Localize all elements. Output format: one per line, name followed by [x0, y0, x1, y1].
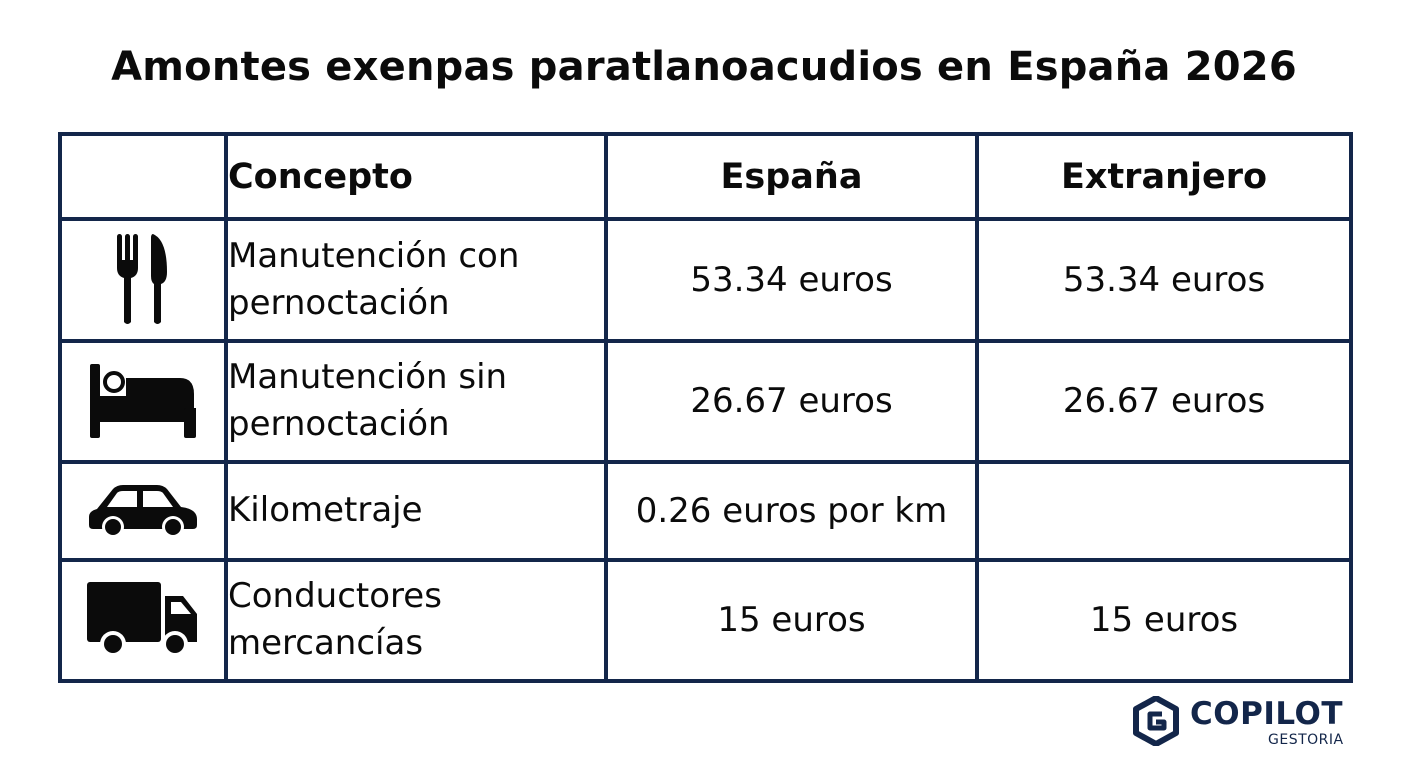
- spain-value: 0.26 euros por km: [604, 460, 979, 562]
- concept-cell: Kilometraje: [224, 460, 608, 562]
- concept-cell: Conductores mercancías: [224, 557, 608, 684]
- abroad-value: [975, 460, 1353, 562]
- spain-value: 15 euros: [604, 557, 979, 684]
- spain-value: 26.67 euros: [604, 338, 979, 465]
- table-row: Manutención sin pernoctación 26.67 euros…: [58, 338, 1353, 465]
- table-row: Conductores mercancías 15 euros 15 euros: [58, 557, 1353, 684]
- header-icon-cell: [58, 131, 228, 222]
- copilot-logo: COPILOT GESTORIA: [1132, 694, 1352, 750]
- allowance-table: Concepto España Extranjero Manutención c…: [58, 131, 1353, 684]
- table-header-row: Concepto España Extranjero: [58, 131, 1353, 222]
- car-icon: [89, 484, 197, 538]
- table-row: Manutención con pernoctación 53.34 euros…: [58, 217, 1353, 343]
- abroad-value: 15 euros: [975, 557, 1353, 684]
- abroad-value: 26.67 euros: [975, 338, 1353, 465]
- table-row: Kilometraje 0.26 euros por km: [58, 460, 1353, 562]
- row-icon-cell: [58, 557, 228, 684]
- row-icon-cell: [58, 338, 228, 465]
- logo-subtitle: GESTORIA: [1268, 732, 1344, 748]
- logo-name: COPILOT: [1190, 696, 1344, 732]
- copilot-mark-icon: [1133, 696, 1179, 746]
- page-title: Amontes exenpas paratlanoacudios en Espa…: [111, 44, 1297, 90]
- row-icon-cell: [58, 217, 228, 343]
- concept-cell: Manutención sin pernoctación: [224, 338, 608, 465]
- header-concepto: Concepto: [224, 131, 608, 222]
- abroad-value: 53.34 euros: [975, 217, 1353, 343]
- truck-icon: [87, 582, 197, 658]
- spain-value: 53.34 euros: [604, 217, 979, 343]
- header-extranjero: Extranjero: [975, 131, 1353, 222]
- row-icon-cell: [58, 460, 228, 562]
- concept-cell: Manutención con pernoctación: [224, 217, 608, 343]
- fork-knife-icon: [117, 234, 167, 325]
- bed-icon: [90, 364, 196, 439]
- header-espana: España: [604, 131, 979, 222]
